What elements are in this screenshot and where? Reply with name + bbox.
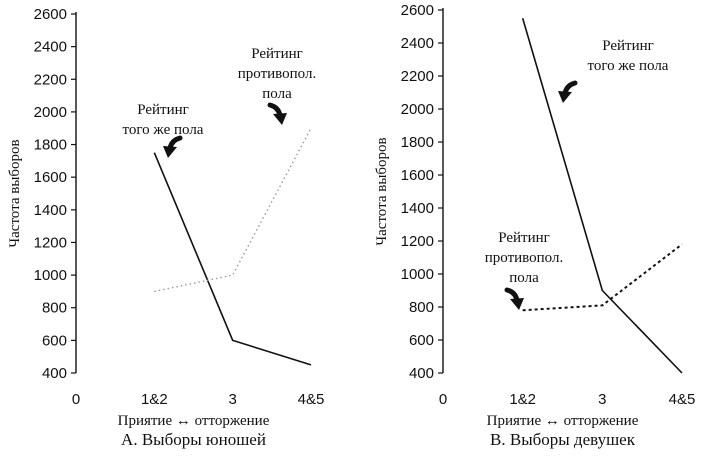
arrow-shaft [267,102,283,118]
x-tick-label: 0 [439,391,447,408]
x-tick-label: 1&2 [509,391,536,408]
chart-caption: В. Выборы девушек [490,430,636,449]
y-axis-label: Частота выборов [7,139,23,247]
y-tick-label: 600 [409,332,434,349]
arrow-head [510,298,524,310]
chart-a: 400 600 800 1000 1200 1400 1600 1800 2000 2200 240… [7,6,324,449]
x-tick-label: 0 [72,391,80,408]
x-tick-label: 1&2 [141,391,168,408]
series-annotation-label: пола [262,86,292,102]
series-annotation-label: Рейтинг [251,46,303,62]
y-tick-label: 2000 [34,104,67,121]
x-axis-label: Приятие ↔ отторжение [487,413,639,429]
y-tick-label: 400 [409,365,434,382]
series-line-same-sex [153,152,312,366]
series-annotation-label: Рейтинг [602,38,654,54]
x-axis-label: Приятие ↔ отторжение [118,413,270,429]
arrow-head [273,113,287,125]
y-tick-label: 1000 [34,267,67,284]
y-tick-label: 2600 [34,6,67,23]
x-tick-label: 4&5 [298,391,325,408]
y-tick-label: 2400 [34,39,67,56]
chart-caption: А. Выборы юношей [121,430,266,449]
y-tick-label: 2200 [34,71,67,88]
series-annotation-label: того же пола [588,58,669,74]
y-tick-label: 1600 [401,167,434,184]
series-annotation-label: противопол. [238,66,316,82]
y-tick-label: 1200 [401,233,434,250]
y-tick-label: 1200 [34,234,67,251]
y-tick-label: 400 [42,365,67,382]
arrow-shaft [562,80,578,96]
series-annotation-label: Рейтинг [498,230,550,246]
arrow-shaft [167,135,183,151]
arrow-head [558,91,572,103]
y-tick-label: 2000 [401,101,434,118]
series-annotation-label: того же пола [123,122,204,138]
y-tick-label: 2600 [401,2,434,19]
arrow-shaft [504,287,520,303]
x-tick-label: 3 [228,391,236,408]
curved-arrow-icon [504,287,524,310]
chart-b: 400 600 800 1000 1200 1400 1600 1800 2000 2200 240… [374,2,695,449]
y-axis-label: Частота выборов [374,137,390,245]
series-line-opposite-sex [522,243,683,312]
curved-arrow-icon [267,102,287,125]
x-tick-label: 3 [598,391,606,408]
series-annotation-label: противопол. [485,250,563,266]
y-tick-label: 2200 [401,68,434,85]
y-tick-label: 2400 [401,35,434,52]
curved-arrow-icon [163,135,183,158]
series-annotation-label: Рейтинг [137,102,189,118]
curved-arrow-icon [558,80,578,103]
series-line-same-sex [521,18,683,374]
y-tick-label: 1400 [34,202,67,219]
series-annotation-label: пола [509,270,539,286]
arrow-head [163,146,177,158]
y-tick-label: 1800 [34,137,67,154]
x-tick-label: 4&5 [669,391,696,408]
y-tick-label: 600 [42,332,67,349]
y-tick-label: 1400 [401,200,434,217]
y-tick-label: 800 [409,299,434,316]
y-tick-label: 1600 [34,169,67,186]
y-tick-label: 1800 [401,134,434,151]
y-tick-label: 1000 [401,266,434,283]
y-tick-label: 800 [42,300,67,317]
